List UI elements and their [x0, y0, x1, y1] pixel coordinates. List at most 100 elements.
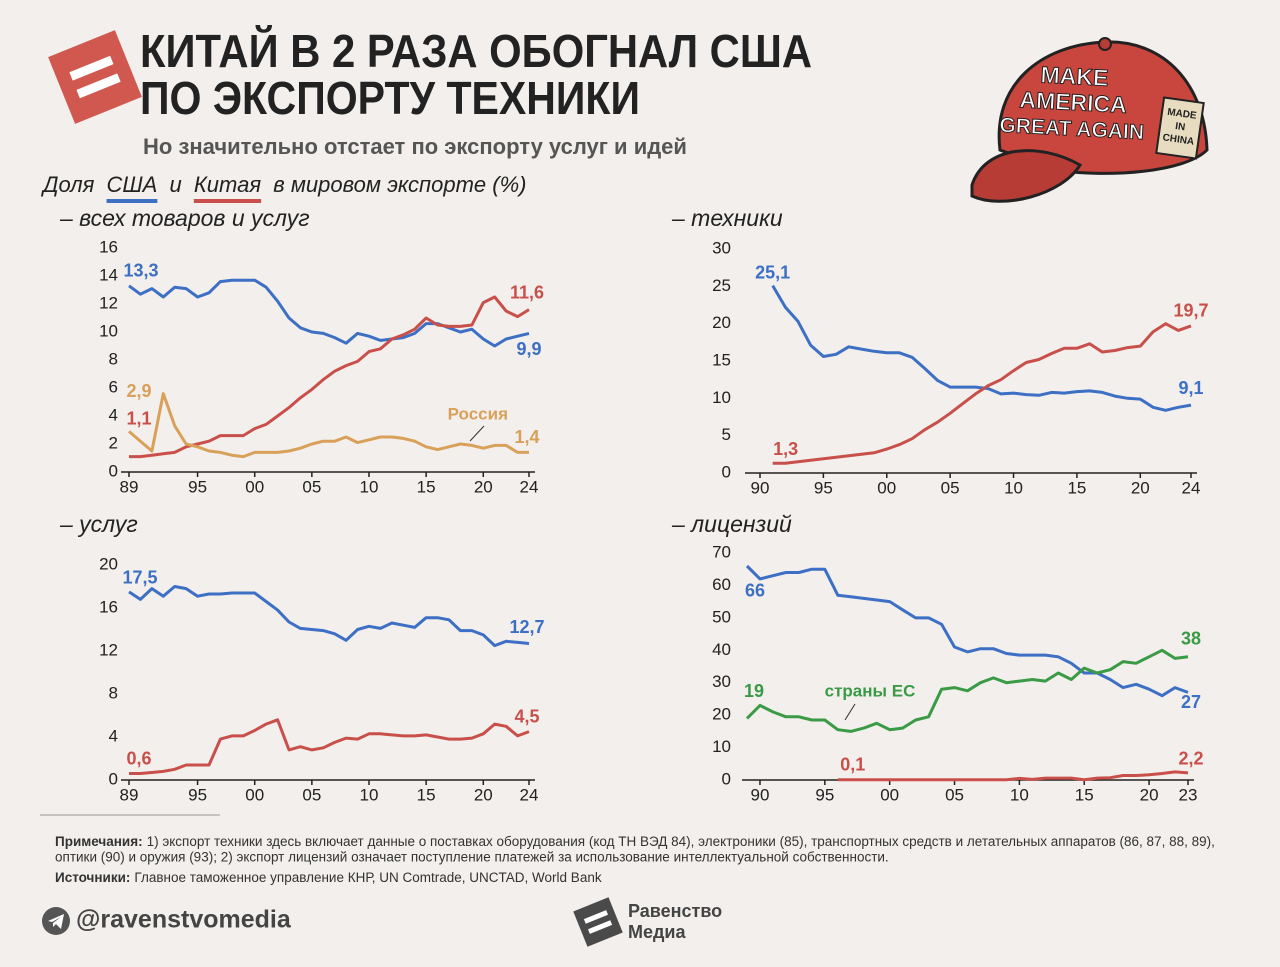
notes-text: 1) экспорт техники здесь включает данные…: [147, 834, 1215, 849]
y-tick-label: 4: [109, 405, 118, 424]
data-label: 9,1: [1178, 378, 1203, 398]
chart-title: – услуг: [59, 511, 138, 537]
y-tick-label: 4: [109, 726, 118, 745]
brand-bar: [583, 910, 609, 924]
y-tick-label: 40: [712, 640, 731, 659]
series-name: страны ЕС: [825, 681, 916, 700]
sources-text: Главное таможенное управление КНР, UN Co…: [134, 870, 601, 885]
data-label: 2,2: [1178, 749, 1203, 769]
x-tick-label: 15: [417, 477, 436, 496]
data-label: 1,3: [773, 439, 798, 459]
y-tick-label: 15: [712, 350, 731, 369]
chart-title: – техники: [671, 205, 783, 231]
data-label: 1,4: [514, 427, 539, 447]
y-tick-label: 10: [712, 388, 731, 407]
data-label: 25,1: [755, 262, 790, 282]
series-line: [772, 322, 1192, 465]
notes-line: Примечания: 1) экспорт техники здесь вклю…: [55, 834, 1215, 849]
chart-title: – всех товаров и услуг: [59, 205, 310, 231]
data-label: 0,6: [126, 748, 151, 768]
cap-tag: MADE IN CHINA: [1155, 96, 1205, 160]
series-line: [771, 284, 1192, 412]
series-line: [745, 648, 1189, 733]
x-tick-label: 20: [474, 477, 493, 496]
x-tick-label: 95: [815, 785, 834, 804]
x-tick-label: 05: [302, 477, 321, 496]
x-tick-label: 90: [751, 785, 770, 804]
cap-brim: [970, 149, 1083, 203]
data-label: 19,7: [1173, 301, 1208, 321]
series-line: [129, 295, 530, 459]
y-tick-label: 20: [712, 313, 731, 332]
legend-text: в мировом экспорте (%): [273, 172, 526, 197]
x-tick-label: 15: [1067, 478, 1086, 497]
tag-line: MADE: [1167, 107, 1198, 122]
y-tick-label: 16: [99, 597, 118, 616]
cap-button: [1098, 37, 1112, 51]
y-tick-label: 30: [712, 238, 731, 257]
x-tick-label: 00: [880, 785, 899, 804]
logo-square: [48, 30, 142, 124]
series-line: [837, 770, 1189, 782]
y-tick-label: 20: [712, 705, 731, 724]
cap-line: AMERICA: [1019, 86, 1128, 118]
x-tick-label: 15: [417, 785, 436, 804]
sources-line: Источники: Главное таможенное управление …: [55, 870, 602, 885]
data-label: 0,1: [840, 754, 865, 774]
icon-plane: [48, 914, 64, 929]
sources-label: Источники:: [55, 870, 130, 885]
series-line: [128, 392, 529, 459]
y-tick-label: 50: [712, 607, 731, 626]
y-tick-label: 60: [712, 575, 731, 594]
x-tick-label: 24: [1182, 478, 1201, 497]
y-tick-label: 12: [99, 293, 118, 312]
y-tick-label: 10: [99, 321, 118, 340]
y-tick-label: 8: [109, 683, 118, 702]
y-tick-label: 70: [712, 542, 731, 561]
y-tick-label: 6: [109, 377, 118, 396]
x-tick-label: 20: [1140, 785, 1159, 804]
data-label: 11,6: [510, 282, 544, 302]
x-tick-label: 00: [245, 785, 264, 804]
legend-item: Китая: [194, 172, 262, 197]
brand-line: Медиа: [628, 922, 686, 942]
title-line: ПО ЭКСПОРТУ ТЕХНИКИ: [140, 72, 640, 124]
x-tick-label: 23: [1179, 785, 1198, 804]
data-label: 2,9: [126, 381, 151, 401]
legend-item: США: [107, 172, 158, 197]
y-tick-label: 12: [99, 640, 118, 659]
y-tick-label: 0: [722, 462, 731, 481]
x-tick-label: 20: [1131, 478, 1150, 497]
x-tick-label: 89: [120, 785, 139, 804]
y-tick-label: 0: [722, 769, 731, 788]
y-tick-label: 0: [109, 461, 118, 480]
leader-line: [469, 425, 485, 442]
y-tick-label: 10: [712, 737, 731, 756]
y-tick-label: 16: [99, 237, 118, 256]
x-tick-label: 89: [120, 477, 139, 496]
cap-line: MAKE: [1040, 61, 1109, 91]
data-label: 9,9: [516, 339, 541, 359]
logo: [48, 30, 142, 124]
data-label: 27: [1181, 692, 1201, 712]
x-tick-label: 00: [877, 478, 896, 497]
x-tick-label: 95: [188, 477, 207, 496]
y-tick-label: 20: [99, 554, 118, 573]
x-tick-label: 10: [1004, 478, 1023, 497]
telegram-icon: [42, 907, 70, 935]
x-tick-label: 05: [302, 785, 321, 804]
notes-label: Примечания:: [55, 834, 143, 849]
x-tick-label: 95: [814, 478, 833, 497]
series-line: [745, 564, 1189, 698]
x-tick-label: 15: [1075, 785, 1094, 804]
series-line: [128, 278, 530, 348]
cap: MAKE AMERICA GREAT AGAIN MADE IN CHINA: [970, 37, 1209, 203]
tag-line: CHINA: [1162, 132, 1195, 147]
tag-line: IN: [1174, 121, 1185, 133]
x-tick-label: 24: [520, 477, 539, 496]
legend: Доля США и Китая в мировом экспорте (%): [40, 172, 527, 197]
data-label: 19: [744, 681, 764, 701]
x-tick-label: 20: [474, 785, 493, 804]
